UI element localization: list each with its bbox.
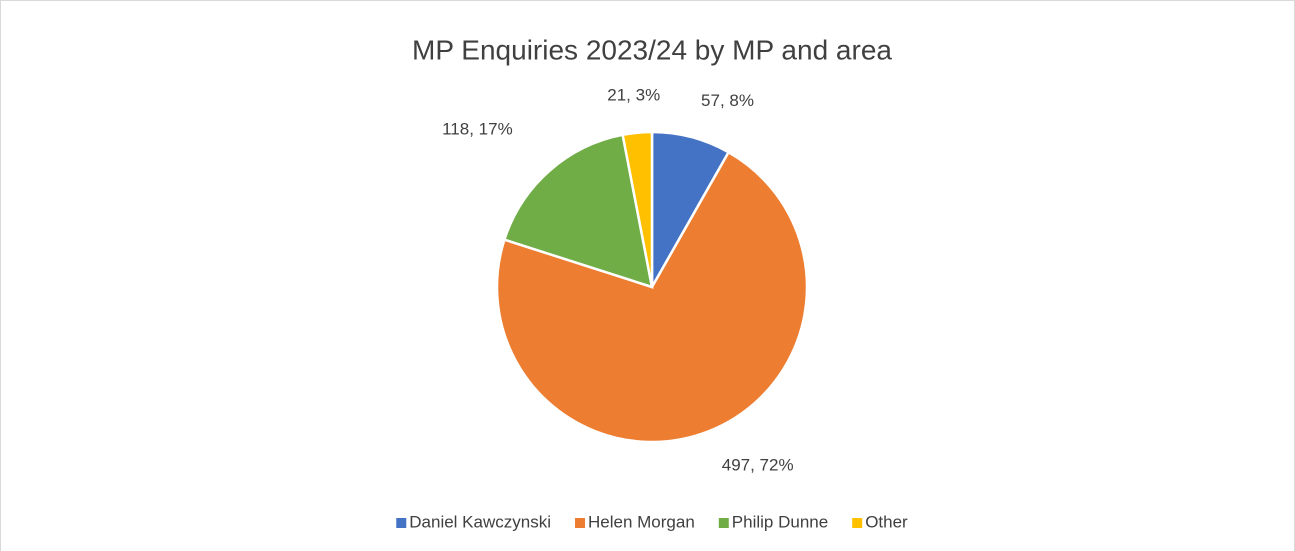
legend-swatch — [396, 518, 407, 528]
pie-slice — [502, 133, 654, 289]
data-label: 21, 3% — [607, 85, 660, 104]
legend-label: Philip Dunne — [732, 512, 828, 531]
legend-label: Other — [865, 512, 908, 531]
data-label: 57, 8% — [701, 91, 754, 110]
legend-label: Daniel Kawczynski — [409, 512, 551, 531]
legend-swatch — [852, 518, 863, 528]
pie-slice — [495, 150, 809, 444]
legend-swatch — [575, 518, 586, 528]
chart-title: MP Enquiries 2023/24 by MP and area — [412, 34, 892, 65]
legend-label: Helen Morgan — [588, 512, 695, 531]
legend-swatch — [718, 518, 729, 528]
data-label: 497, 72% — [722, 455, 794, 474]
pie-slice — [621, 130, 654, 288]
data-label: 118, 17% — [442, 119, 513, 138]
